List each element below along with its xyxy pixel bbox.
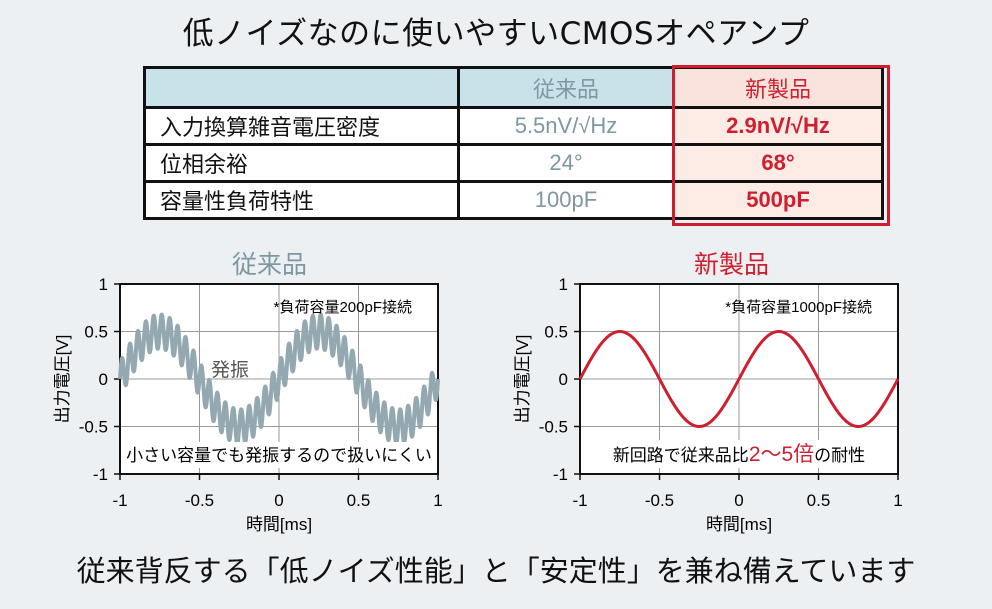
difficulty-note: 小さい容量でも発振するので扱いにくい xyxy=(126,446,432,465)
chart-title-old: 従来品 xyxy=(232,250,308,279)
header-old-product: 従来品 xyxy=(457,66,675,109)
load-capacitance-note: *負荷容量1000pF接続 xyxy=(725,299,872,316)
x-axis-label: 時間[ms] xyxy=(246,515,312,534)
x-tick-label: 0 xyxy=(274,491,283,510)
row-label-phase-margin: 位相余裕 xyxy=(143,143,460,183)
x-tick-label: 1 xyxy=(433,491,442,510)
table-row: 位相余裕 24° 68° xyxy=(143,143,884,183)
oscillation-label: 発振 xyxy=(211,359,249,381)
note-background xyxy=(123,442,435,468)
y-tick-label: 0 xyxy=(559,370,568,389)
y-tick-label: -1 xyxy=(93,465,108,484)
x-tick-label: -0.5 xyxy=(185,491,214,510)
spec-comparison-table: 従来品 新製品 入力換算雑音電圧密度 5.5nV/√Hz 2.9nV/√Hz 位… xyxy=(143,66,884,220)
new-capacitive-load-value: 500pF xyxy=(672,180,884,220)
header-new-product: 新製品 xyxy=(672,66,884,109)
x-tick-label: 0.5 xyxy=(347,491,371,510)
x-tick-label: 1 xyxy=(893,491,902,510)
x-tick-label: -1 xyxy=(112,491,127,510)
old-capacitive-load-value: 100pF xyxy=(457,180,675,220)
old-phase-margin-value: 24° xyxy=(457,143,675,183)
x-tick-label: -1 xyxy=(572,491,587,510)
header-empty-cell xyxy=(143,66,460,109)
y-tick-label: -0.5 xyxy=(79,418,108,437)
tolerance-note-highlight: 2〜5倍 xyxy=(749,443,814,466)
y-tick-label: 1 xyxy=(99,278,108,294)
load-capacitance-note: *負荷容量200pF接続 xyxy=(274,299,412,316)
y-tick-label: -1 xyxy=(553,465,568,484)
tolerance-note-suffix: の耐性 xyxy=(814,446,865,465)
y-axis-label: 出力電圧[V] xyxy=(513,335,532,424)
old-noise-value: 5.5nV/√Hz xyxy=(457,106,675,146)
table-row: 容量性負荷特性 100pF 500pF xyxy=(143,180,884,220)
new-phase-margin-value: 68° xyxy=(672,143,884,183)
new-noise-value: 2.9nV/√Hz xyxy=(672,106,884,146)
y-tick-label: 1 xyxy=(559,278,568,294)
tolerance-note: 新回路で従来品比2〜5倍の耐性 xyxy=(613,443,865,466)
y-tick-label: -0.5 xyxy=(539,418,568,437)
waveform-chart-old: -1 -0.5 0 0.5 1 1 0.5 0 -0.5 -1 時間[ms] 出力電圧[V] *負荷容量… xyxy=(53,278,443,534)
chart-title-new: 新製品 xyxy=(694,250,770,279)
row-label-capacitive-load: 容量性負荷特性 xyxy=(143,180,460,220)
series-line xyxy=(118,312,440,446)
table-row: 入力換算雑音電圧密度 5.5nV/√Hz 2.9nV/√Hz xyxy=(143,106,884,146)
y-tick-label: 0.5 xyxy=(84,323,108,342)
y-tick-label: 0.5 xyxy=(544,323,568,342)
x-tick-label: 0.5 xyxy=(807,491,831,510)
note-background xyxy=(588,440,890,468)
table-header-row: 従来品 新製品 xyxy=(143,66,884,109)
footer-caption: 従来背反する「低ノイズ性能」と「安定性」を兼ね備えています xyxy=(76,554,916,588)
waveform-chart-new: -1 -0.5 0 0.5 1 1 0.5 0 -0.5 -1 時間[ms] 出力電圧[V] *負荷容量… xyxy=(513,278,903,534)
x-tick-label: -0.5 xyxy=(645,491,674,510)
row-label-noise: 入力換算雑音電圧密度 xyxy=(143,106,460,146)
series-line xyxy=(578,330,900,428)
x-axis-label: 時間[ms] xyxy=(706,515,772,534)
tolerance-note-prefix: 新回路で従来品比 xyxy=(613,446,749,465)
y-axis-label: 出力電圧[V] xyxy=(53,335,72,424)
page-title: 低ノイズなのに使いやすいCMOSオペアンプ xyxy=(182,16,810,52)
x-tick-label: 0 xyxy=(734,491,743,510)
y-tick-label: 0 xyxy=(99,370,108,389)
